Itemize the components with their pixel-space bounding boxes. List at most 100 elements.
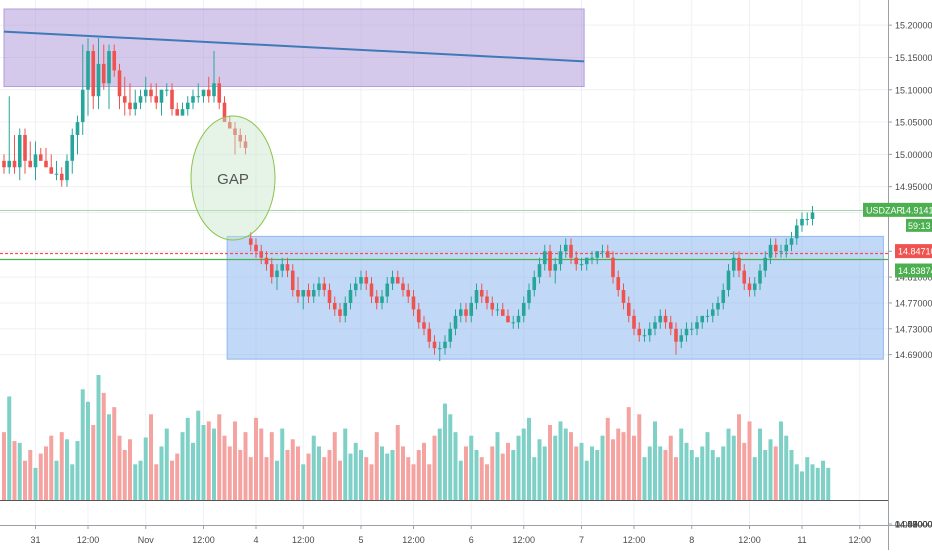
volume-bar: [521, 428, 526, 500]
time-tick-label: 4: [253, 535, 258, 545]
volume-bar: [579, 442, 584, 500]
volume-bar: [159, 446, 164, 500]
volume-bar: [75, 441, 80, 500]
candle-body: [353, 283, 358, 291]
green-level-badge-value: 14.83874: [898, 266, 932, 276]
candle-body: [710, 309, 715, 316]
price-tick-label: 14.53000: [895, 520, 932, 530]
candle-body: [327, 290, 332, 303]
volume-bar: [227, 446, 232, 500]
candle-body: [637, 328, 642, 336]
candle-body: [17, 134, 22, 168]
volume-bar: [432, 435, 437, 500]
volume-bar: [422, 442, 426, 500]
candle-body: [579, 264, 584, 266]
candle-body: [695, 322, 699, 329]
volume-bar: [7, 396, 12, 500]
volume-bar: [768, 439, 773, 500]
volume-bar: [485, 464, 489, 500]
candle-body: [810, 212, 815, 219]
time-tick-label: 7: [579, 535, 584, 545]
candle-body: [380, 296, 384, 303]
price-tick-label: 15.15000: [895, 53, 932, 63]
volume-bar: [222, 435, 227, 500]
candle-body: [185, 102, 190, 110]
volume-bar: [437, 428, 442, 500]
volume-bar: [59, 432, 64, 500]
volume-bar: [563, 428, 568, 500]
volume-bar: [553, 435, 558, 500]
candle-body: [306, 290, 311, 297]
price-tick-label: 15.20000: [895, 21, 932, 31]
candle-body: [154, 96, 159, 103]
volume-bar: [217, 414, 222, 500]
red-level-badge: [895, 244, 932, 259]
volume-bar: [805, 457, 810, 500]
candle-body: [338, 309, 342, 316]
candle-body: [605, 251, 610, 258]
volume-bar: [406, 457, 411, 500]
candle-body: [611, 257, 615, 278]
candle-body: [164, 89, 169, 91]
volume-bar: [668, 435, 673, 500]
candle-body: [374, 296, 379, 303]
volume-bar: [395, 425, 400, 500]
candle-body: [763, 257, 768, 271]
volume-bar: [112, 407, 117, 500]
candle-body: [485, 296, 489, 303]
candle-body: [653, 322, 657, 329]
candle-body: [700, 315, 705, 323]
volume-bar: [290, 439, 295, 500]
candle-body: [128, 102, 132, 110]
time-tick-label: 6: [469, 535, 474, 545]
volume-bar: [401, 446, 405, 500]
timer-badge: [906, 218, 932, 232]
candle-body: [658, 315, 663, 323]
volume-bar: [54, 460, 59, 500]
volume-bar: [626, 407, 631, 500]
volume-bar: [500, 453, 505, 500]
candle-body: [96, 63, 101, 97]
volume-bar: [605, 417, 610, 500]
candle-body: [569, 244, 573, 258]
candle-body: [647, 328, 652, 336]
volume-bar: [511, 450, 516, 500]
volume-bar: [343, 428, 348, 500]
time-tick-label: 11: [797, 535, 806, 545]
volume-bar: [448, 414, 453, 500]
volume-bar: [516, 435, 521, 500]
usdzar-badge-symbol: USDZAR: [866, 205, 904, 215]
volume-bar: [38, 453, 43, 500]
candle-body: [364, 277, 369, 284]
time-tick-label: 12:00: [848, 535, 871, 545]
volume-bar: [779, 421, 783, 500]
time-tick-label: 31: [30, 535, 40, 545]
volume-bar: [742, 442, 747, 500]
volume-bar: [590, 446, 594, 500]
volume-bar: [264, 457, 269, 500]
volume-bar: [269, 432, 274, 500]
volume-bar: [2, 432, 6, 500]
time-tick-label: 8: [689, 535, 694, 545]
candle-body: [705, 315, 710, 317]
price-tick-label: 15.05000: [895, 118, 932, 128]
volume-bar: [65, 439, 69, 500]
volume-bar: [191, 442, 195, 500]
range-zone: [226, 235, 884, 360]
candle-body: [206, 89, 211, 97]
candle-body: [101, 63, 106, 84]
time-tick-label: 12:00: [738, 535, 761, 545]
candle-body: [511, 322, 516, 324]
usdzar-badge: [863, 202, 932, 217]
volume-bar: [380, 446, 384, 500]
candle-body: [474, 290, 479, 303]
price-tick-label: 14.69000: [895, 350, 932, 360]
candle-body: [527, 290, 531, 303]
candle-body: [642, 335, 647, 337]
volume-bar: [133, 464, 138, 500]
candle-body: [563, 244, 568, 252]
candle-body: [12, 160, 17, 168]
candle-body: [626, 302, 631, 316]
candle-body: [149, 89, 153, 97]
